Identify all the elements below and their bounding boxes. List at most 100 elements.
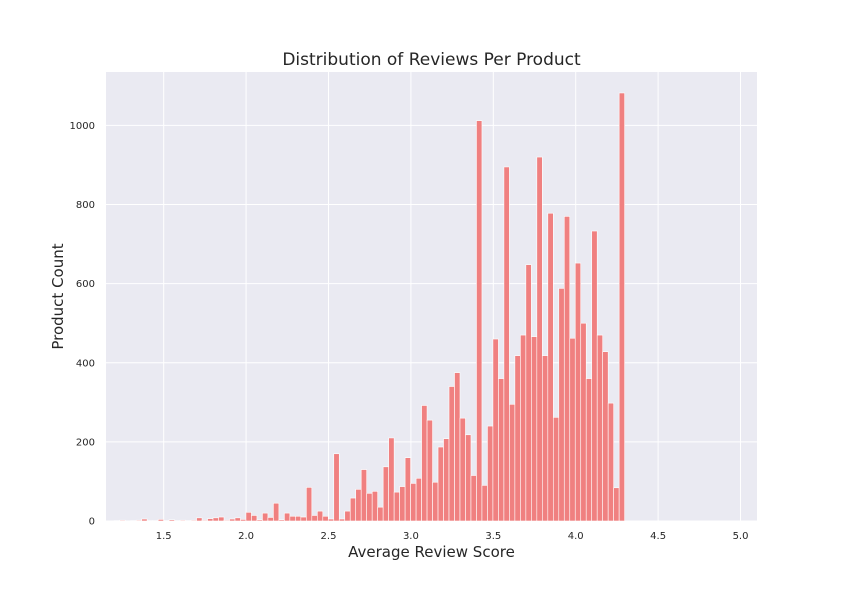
x-tick-label: 3.5 xyxy=(485,531,501,542)
histogram-bar xyxy=(223,519,230,522)
histogram-bar xyxy=(135,519,142,522)
histogram-bar xyxy=(388,437,395,522)
histogram-bar xyxy=(558,288,565,522)
histogram-bar xyxy=(229,518,236,522)
y-tick-label: 1000 xyxy=(70,121,95,132)
histogram-bar xyxy=(262,512,269,522)
histogram-bar xyxy=(289,515,296,522)
histogram-bar xyxy=(531,336,538,522)
histogram-bar xyxy=(432,481,439,522)
histogram-bar xyxy=(245,511,252,522)
histogram-bar xyxy=(437,446,444,522)
histogram-bar xyxy=(596,334,603,522)
histogram-bar xyxy=(333,453,340,522)
x-tick-label: 3.0 xyxy=(403,531,419,542)
histogram-bar xyxy=(459,417,466,522)
histogram-bar xyxy=(618,92,625,522)
histogram-bar xyxy=(607,402,614,522)
x-tick-labels: 1.5 2.0 2.5 3.0 3.5 4.0 4.5 5.0 xyxy=(156,531,749,542)
histogram-bar xyxy=(371,491,378,522)
histogram-bar xyxy=(574,262,582,522)
histogram-bar xyxy=(454,372,461,522)
histogram-bar xyxy=(273,502,280,522)
histogram-bar xyxy=(514,355,521,522)
histogram-bar xyxy=(267,517,274,522)
histogram-bar xyxy=(284,512,291,522)
histogram-bar xyxy=(349,497,357,522)
x-tick-label: 4.0 xyxy=(568,531,584,542)
histogram-bar xyxy=(476,120,483,522)
histogram-bar xyxy=(300,516,307,522)
histogram-bar xyxy=(317,510,324,522)
histogram-bar xyxy=(256,519,263,522)
histogram-bar xyxy=(207,518,214,522)
histogram-bar xyxy=(563,216,571,522)
histogram-bar xyxy=(415,477,422,522)
histogram-bar xyxy=(547,212,554,522)
histogram-bar xyxy=(327,518,335,522)
histogram-bar xyxy=(509,403,516,522)
histogram-bar xyxy=(585,378,593,522)
x-tick-label: 5.0 xyxy=(733,531,749,542)
histogram-bar xyxy=(196,517,203,522)
y-tick-labels: 0 200 400 600 800 1000 xyxy=(70,121,95,528)
histogram-bar xyxy=(338,518,346,522)
x-tick-label: 2.5 xyxy=(321,531,337,542)
histogram-bar xyxy=(487,425,494,522)
histogram-bar xyxy=(580,322,587,522)
histogram-bar xyxy=(382,466,389,522)
x-tick-label: 2.0 xyxy=(238,531,254,542)
histogram-bar xyxy=(536,156,543,522)
y-axis-label: Product Count xyxy=(49,243,67,349)
histogram-bar xyxy=(377,506,384,522)
histogram-bar xyxy=(190,519,197,522)
histogram-bar xyxy=(498,378,505,522)
histogram-bar xyxy=(465,434,472,522)
histogram-bar xyxy=(366,493,373,522)
histogram-bar xyxy=(503,166,510,522)
histogram-bar xyxy=(542,355,549,522)
y-tick-label: 600 xyxy=(76,279,95,290)
chart-title: Distribution of Reviews Per Product xyxy=(282,50,581,70)
histogram-bar xyxy=(602,351,609,522)
histogram-bar xyxy=(119,519,126,522)
histogram-bar xyxy=(179,519,186,522)
histogram-bar xyxy=(399,486,406,522)
histogram-bar xyxy=(234,517,241,522)
histogram-bar xyxy=(344,510,351,522)
histogram-bar xyxy=(421,405,428,522)
histogram-bar xyxy=(481,485,488,522)
histogram-bar xyxy=(448,386,455,522)
histogram-bar xyxy=(278,519,285,522)
x-tick-label: 1.5 xyxy=(156,531,172,542)
histogram-bar xyxy=(295,515,302,522)
histogram-bar xyxy=(443,438,450,522)
histogram-bar xyxy=(525,264,532,522)
y-tick-label: 800 xyxy=(76,200,95,211)
histogram-bar xyxy=(426,419,433,522)
histogram-bar xyxy=(201,519,208,522)
y-tick-label: 0 xyxy=(89,517,95,528)
histogram-bar xyxy=(306,487,313,522)
histogram-bar xyxy=(251,515,258,522)
histogram-bar xyxy=(470,475,477,522)
histogram-bar xyxy=(492,338,499,522)
histogram-bar xyxy=(322,515,329,522)
histogram-bar xyxy=(410,483,417,522)
y-tick-label: 200 xyxy=(76,437,95,448)
histogram-bar xyxy=(520,334,527,522)
histogram-bar xyxy=(360,469,367,522)
histogram-bar xyxy=(157,519,164,522)
histogram-bar xyxy=(404,457,411,522)
histogram-bar xyxy=(355,489,362,522)
histogram-bars xyxy=(113,92,625,522)
histogram-bar xyxy=(168,519,175,522)
histogram-bar xyxy=(552,417,560,522)
histogram-bar xyxy=(613,487,620,522)
histogram-bar xyxy=(311,515,318,522)
x-axis-label: Average Review Score xyxy=(348,543,515,561)
histogram-bar xyxy=(212,517,219,522)
histogram-bar xyxy=(141,518,148,522)
x-tick-label: 4.5 xyxy=(650,531,666,542)
